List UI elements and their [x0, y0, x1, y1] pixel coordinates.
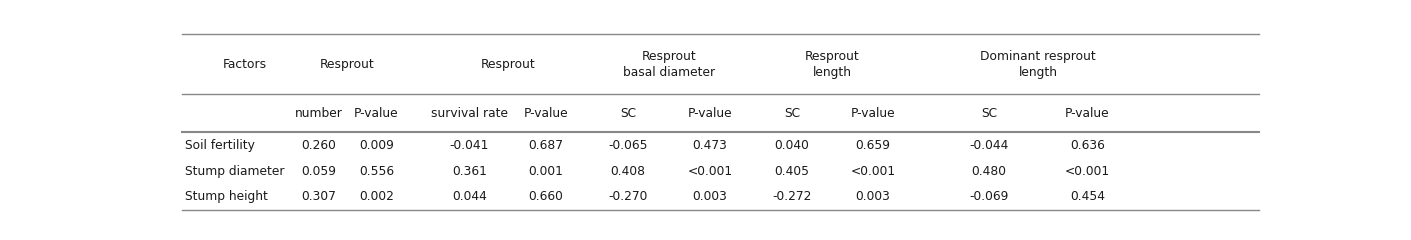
Text: Resprout
basal diameter: Resprout basal diameter [622, 50, 715, 79]
Text: 0.473: 0.473 [693, 139, 728, 152]
Text: -0.044: -0.044 [969, 139, 1009, 152]
Text: 0.009: 0.009 [358, 139, 394, 152]
Text: SC: SC [619, 107, 636, 120]
Text: Resprout
length: Resprout length [806, 50, 859, 79]
Text: Resprout: Resprout [320, 58, 375, 71]
Text: 0.059: 0.059 [301, 165, 336, 178]
Text: SC: SC [981, 107, 998, 120]
Text: <0.001: <0.001 [1065, 165, 1110, 178]
Text: 0.040: 0.040 [775, 139, 810, 152]
Text: number: number [295, 107, 343, 120]
Text: 0.002: 0.002 [358, 191, 394, 204]
Text: <0.001: <0.001 [851, 165, 896, 178]
Text: P-value: P-value [687, 107, 732, 120]
Text: Soil fertility: Soil fertility [185, 139, 255, 152]
Text: -0.270: -0.270 [608, 191, 648, 204]
Text: Factors: Factors [223, 58, 267, 71]
Text: P-value: P-value [851, 107, 895, 120]
Text: P-value: P-value [523, 107, 569, 120]
Text: 0.405: 0.405 [775, 165, 810, 178]
Text: 0.003: 0.003 [855, 191, 890, 204]
Text: 0.687: 0.687 [529, 139, 563, 152]
Text: P-value: P-value [1065, 107, 1109, 120]
Text: Stump height: Stump height [185, 191, 268, 204]
Text: Dominant resprout
length: Dominant resprout length [981, 50, 1096, 79]
Text: 0.260: 0.260 [301, 139, 336, 152]
Text: 0.307: 0.307 [301, 191, 336, 204]
Text: 0.660: 0.660 [529, 191, 563, 204]
Text: 0.636: 0.636 [1070, 139, 1105, 152]
Text: -0.065: -0.065 [608, 139, 648, 152]
Text: SC: SC [785, 107, 800, 120]
Text: 0.454: 0.454 [1070, 191, 1105, 204]
Text: Resprout: Resprout [480, 58, 535, 71]
Text: 0.659: 0.659 [855, 139, 890, 152]
Text: Stump diameter: Stump diameter [185, 165, 285, 178]
Text: survival rate: survival rate [430, 107, 508, 120]
Text: <0.001: <0.001 [687, 165, 732, 178]
Text: 0.361: 0.361 [452, 165, 487, 178]
Text: -0.272: -0.272 [772, 191, 811, 204]
Text: 0.480: 0.480 [971, 165, 1006, 178]
Text: -0.041: -0.041 [450, 139, 490, 152]
Text: 0.408: 0.408 [611, 165, 645, 178]
Text: 0.556: 0.556 [358, 165, 394, 178]
Text: 0.001: 0.001 [529, 165, 563, 178]
Text: -0.069: -0.069 [969, 191, 1009, 204]
Text: 0.044: 0.044 [452, 191, 487, 204]
Text: 0.003: 0.003 [693, 191, 728, 204]
Text: P-value: P-value [354, 107, 399, 120]
